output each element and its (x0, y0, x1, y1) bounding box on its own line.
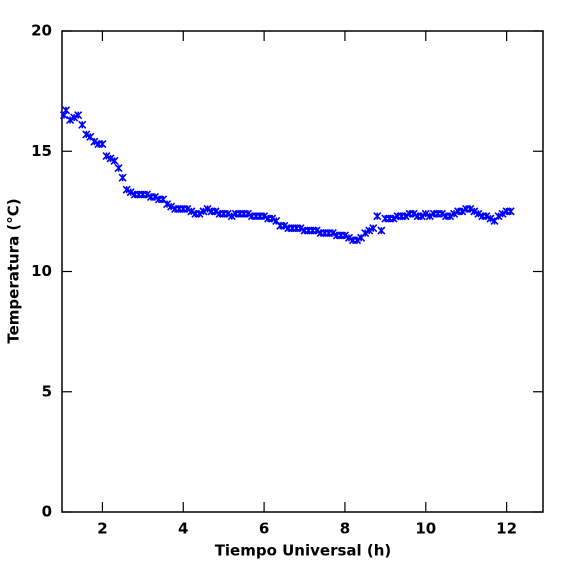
data-point (369, 224, 378, 233)
data-point (66, 115, 75, 125)
data-point (61, 106, 71, 115)
data-point (74, 111, 83, 120)
x-axis-label: Tiempo Universal (h) (215, 542, 392, 560)
data-point (98, 139, 107, 149)
data-point (114, 164, 123, 173)
data-point (470, 207, 479, 216)
data-point (474, 209, 483, 218)
data-point (195, 209, 204, 218)
data-point (126, 188, 135, 197)
data-point (365, 226, 374, 235)
data-point (203, 204, 212, 214)
data-point (187, 207, 196, 216)
data-point (401, 212, 410, 221)
y-tick-label: 5 (42, 382, 52, 400)
x-tick-label: 10 (415, 520, 436, 538)
data-point (70, 113, 79, 122)
y-axis-label: Temperatura (°C) (5, 198, 23, 343)
data-point (268, 214, 277, 223)
x-tick-label: 8 (340, 520, 350, 538)
data-point (373, 212, 382, 221)
data-point (142, 190, 151, 199)
data-point (106, 154, 115, 163)
y-tick-label: 10 (31, 262, 52, 280)
data-point (482, 212, 491, 221)
data-point (118, 173, 127, 182)
data-point (167, 202, 176, 211)
data-point (409, 209, 418, 218)
y-tick-label: 0 (42, 503, 52, 521)
data-point (312, 226, 321, 235)
data-point (163, 200, 172, 209)
data-point (199, 207, 208, 216)
data-point (458, 207, 467, 216)
data-point (450, 209, 459, 218)
data-point (361, 228, 370, 238)
data-point (506, 207, 515, 216)
data-point (223, 209, 232, 218)
data-point (243, 209, 252, 218)
data-point (296, 224, 305, 233)
data-point (110, 156, 119, 165)
plot-frame (61, 30, 544, 513)
data-point (183, 204, 192, 214)
data-point (340, 231, 350, 240)
data-point (150, 192, 160, 202)
data-point (377, 226, 386, 235)
x-tick-label: 2 (97, 520, 107, 538)
data-point (90, 137, 99, 146)
data-point (353, 236, 362, 245)
data-point (122, 185, 131, 194)
data-point (102, 151, 111, 161)
y-tick-label: 15 (31, 142, 52, 160)
y-tick-label: 20 (31, 22, 52, 40)
data-point (425, 212, 434, 221)
data-point (445, 212, 455, 221)
data-point (466, 204, 475, 214)
data-point (227, 212, 236, 221)
data-point (498, 209, 507, 218)
x-tick-label: 6 (259, 520, 269, 538)
data-point (211, 207, 220, 216)
data-point (280, 221, 289, 230)
data-point (421, 209, 430, 218)
data-point (260, 212, 269, 221)
data-point (417, 212, 426, 221)
x-tick-label: 12 (496, 520, 517, 538)
data-point (328, 228, 337, 238)
data-point (486, 214, 495, 223)
data-point (78, 120, 87, 129)
data-point (437, 209, 447, 218)
data-point (82, 130, 91, 139)
data-point (389, 214, 398, 223)
x-tick-label: 4 (178, 520, 188, 538)
data-point (494, 212, 503, 221)
data-point (344, 233, 354, 242)
